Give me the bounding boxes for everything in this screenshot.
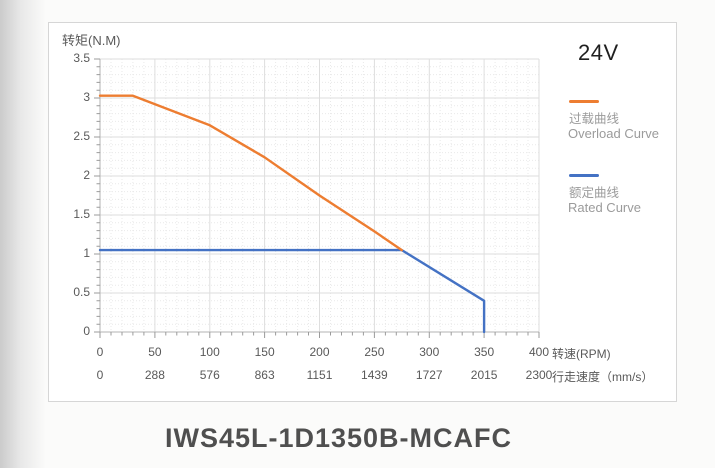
overload-curve-swatch: [569, 100, 599, 103]
legend-label-rated-en: Rated Curve: [568, 200, 641, 215]
x-axis-title-rpm: 转速(RPM): [552, 347, 611, 361]
model-title: IWS45L-1D1350B-MCAFC: [164, 423, 513, 453]
legend-label-overload-zh: 过载曲线: [569, 112, 620, 126]
chart-title-voltage: 24V: [578, 40, 619, 65]
legend-label-overload-en: Overload Curve: [568, 126, 660, 141]
legend-label-rated-zh: 额定曲线: [569, 186, 620, 200]
x-axis-title-speed: 行走速度（mm/s）: [552, 370, 654, 384]
rated-curve-swatch: [569, 174, 599, 177]
left-edge-shade: [0, 0, 46, 468]
y-axis-title: 转矩(N.M): [62, 33, 121, 48]
